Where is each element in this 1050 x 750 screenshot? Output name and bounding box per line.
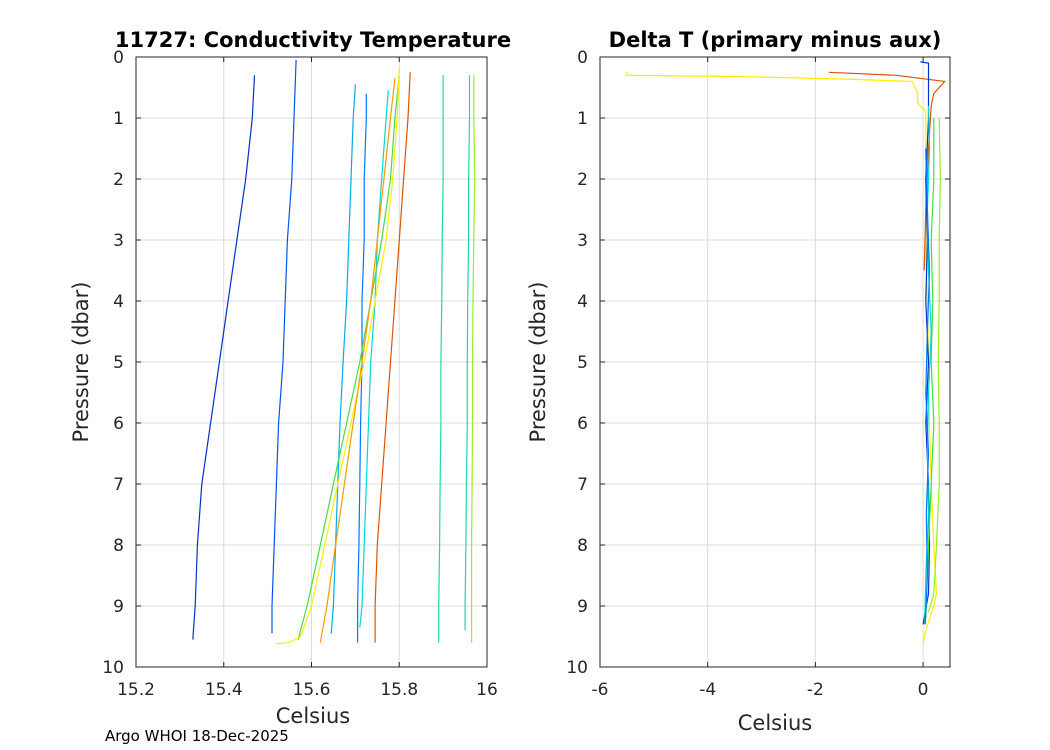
temperature-series-line-5	[359, 90, 389, 628]
temperature-y-tick-label: 0	[113, 48, 124, 68]
temperature-series-line-9	[297, 75, 400, 640]
delta-y-tick-label: 0	[577, 48, 588, 68]
delta-ticks: -6 -4 -2 0 0 1 2 3 4 5 6 7 8 9 10	[566, 48, 950, 700]
temperature-series-line-1	[192, 75, 256, 640]
delta-y-tick-label: 5	[577, 353, 588, 373]
temperature-series-line-11	[319, 78, 396, 643]
temperature-series-line-6	[438, 75, 444, 643]
temperature-series-line-10	[276, 69, 400, 645]
temperature-panel-title: 11727: Conductivity Temperature	[115, 28, 511, 52]
temperature-x-tick-label: 15.6	[293, 680, 331, 700]
delta-series-line-6	[927, 117, 941, 613]
temperature-x-tick-label: 15.8	[380, 680, 418, 700]
temperature-x-tick-label: 15.2	[117, 680, 155, 700]
delta-y-tick-label: 2	[577, 170, 588, 190]
delta-series	[626, 61, 946, 643]
delta-y-tick-label: 9	[577, 597, 588, 617]
delta-grid	[599, 56, 950, 668]
delta-y-tick-label: 1	[577, 109, 588, 129]
delta-x-tick-label: 0	[918, 680, 929, 700]
temperature-series-line-3	[330, 84, 356, 634]
temperature-y-tick-label: 1	[113, 109, 124, 129]
delta-x-axis-label: Celsius	[738, 711, 812, 735]
delta-panel-title: Delta T (primary minus aux)	[609, 28, 942, 52]
temperature-x-tick-label: 16	[476, 680, 498, 700]
delta-y-tick-label: 6	[577, 414, 588, 434]
temperature-grid	[135, 56, 488, 668]
delta-y-tick-label: 8	[577, 536, 588, 556]
temperature-y-tick-label: 3	[113, 231, 124, 251]
temperature-y-tick-label: 10	[102, 658, 124, 678]
delta-y-tick-label: 4	[577, 292, 588, 312]
temperature-y-tick-label: 2	[113, 170, 124, 190]
temperature-series-line-7	[464, 75, 471, 631]
delta-y-tick-label: 3	[577, 231, 588, 251]
temperature-y-tick-label: 8	[113, 536, 124, 556]
delta-panel: Delta T (primary minus aux) -6 -4 -2 0 0 1 2 3 4…	[526, 28, 951, 735]
temperature-y-tick-label: 4	[113, 292, 124, 312]
temperature-panel: 11727: Conductivity Temperature 15.2 15.4…	[69, 28, 511, 728]
temperature-series-line-12	[374, 72, 411, 643]
temperature-y-tick-label: 5	[113, 353, 124, 373]
temperature-series-line-2	[271, 59, 297, 634]
delta-series-line-7	[924, 148, 931, 625]
delta-series-line-1	[626, 72, 938, 643]
temperature-y-tick-label: 9	[113, 597, 124, 617]
temperature-y-tick-label: 6	[113, 414, 124, 434]
delta-series-line-5	[925, 118, 935, 619]
temperature-series	[192, 59, 476, 645]
delta-y-axis-label: Pressure (dbar)	[526, 282, 550, 443]
delta-x-tick-label: -2	[807, 680, 824, 700]
delta-y-tick-label: 10	[566, 658, 588, 678]
temperature-y-tick-label: 7	[113, 475, 124, 495]
delta-x-tick-label: -4	[699, 680, 716, 700]
temperature-x-axis-label: Celsius	[276, 704, 350, 728]
delta-y-tick-label: 7	[577, 475, 588, 495]
footer-credit: Argo WHOI 18-Dec-2025	[105, 727, 289, 745]
temperature-x-tick-label: 15.4	[205, 680, 243, 700]
temperature-series-line-8	[471, 75, 476, 643]
delta-x-tick-label: -6	[592, 680, 609, 700]
temperature-y-axis-label: Pressure (dbar)	[69, 282, 93, 443]
temperature-ticks: 15.2 15.4 15.6 15.8 16 0 1 2 3 4 5 6 7 8 9 10	[102, 48, 497, 700]
